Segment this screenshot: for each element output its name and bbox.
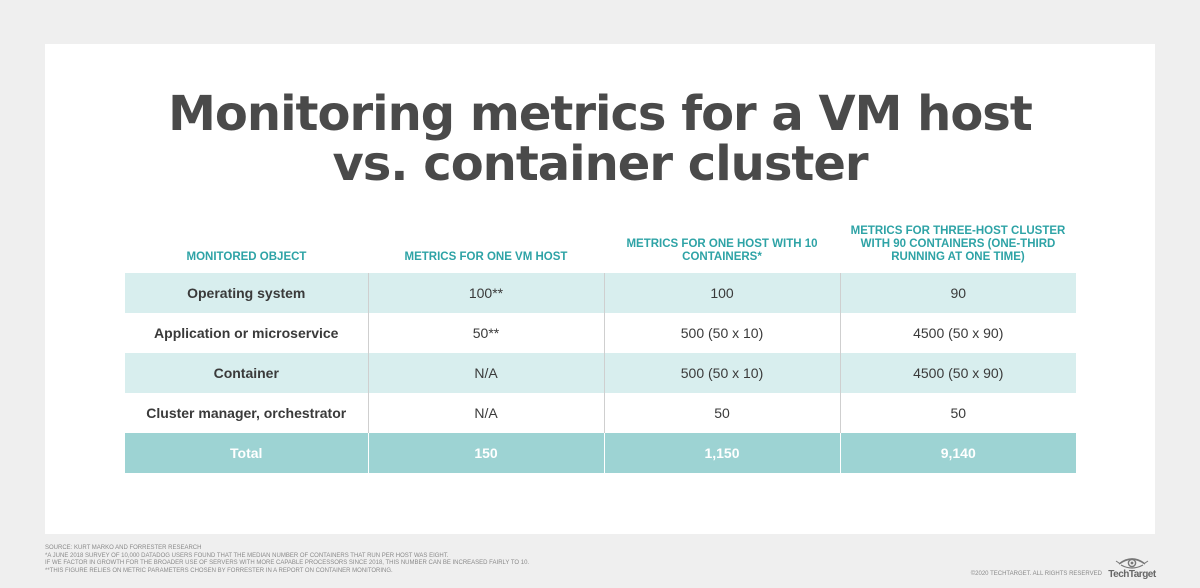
column-header: Metrics for one VM host (404, 251, 568, 263)
table-cell: 500 (50 x 10) (603, 353, 840, 393)
column-header: Metrics for one host with 10 containers* (626, 238, 818, 263)
table-cell: 4500 (50 x 90) (839, 353, 1076, 393)
table-cell: 100 (603, 273, 840, 313)
table-row: Container N/A 500 (50 x 10) 4500 (50 x 9… (125, 353, 1076, 393)
source-note: Source: Kurt Marko and Forrester Researc… (45, 545, 202, 551)
table-cell: 50 (839, 393, 1076, 433)
table-cell: 50** (367, 313, 604, 353)
table-cell: 100** (367, 273, 604, 313)
infographic-card: Monitoring metrics for a VM host vs. con… (45, 44, 1155, 534)
copyright-text: ©2020 TechTarget. All rights reserved (970, 571, 1102, 577)
column-header: Metrics for three-host cluster with 90 c… (850, 225, 1066, 263)
page-title: Monitoring metrics for a VM host vs. con… (45, 89, 1155, 189)
table-header-row: Monitored object Metrics for one VM host… (125, 209, 1076, 273)
table-cell: N/A (367, 353, 604, 393)
row-label: Operating system (125, 273, 368, 313)
total-cell: 9,140 (839, 433, 1076, 473)
total-cell: 150 (367, 433, 604, 473)
title-line-2: vs. container cluster (332, 136, 868, 192)
column-header: Monitored object (186, 251, 307, 263)
table-cell: 90 (839, 273, 1076, 313)
techtarget-logo: TechTarget (1107, 556, 1157, 580)
logo-text: TechTarget (1108, 569, 1156, 580)
title-line-1: Monitoring metrics for a VM host (168, 86, 1033, 142)
total-row: Total 150 1,150 9,140 (125, 433, 1076, 473)
table-row: Application or microservice 50** 500 (50… (125, 313, 1076, 353)
row-label: Cluster manager, orchestrator (146, 405, 347, 421)
footnote: If we factor in growth for the broader u… (45, 560, 530, 567)
table-cell: 4500 (50 x 90) (839, 313, 1076, 353)
table-row: Cluster manager, orchestrator N/A 50 50 (125, 393, 1076, 433)
table-row: Operating system 100** 100 90 (125, 273, 1076, 313)
row-label: Application or microservice (154, 325, 339, 341)
table-cell: N/A (367, 393, 604, 433)
footnote: **This figure relies on metric parameter… (45, 567, 393, 574)
footnote: *A June 2018 survey of 10,000 Datadog us… (45, 552, 449, 559)
total-label: Total (125, 433, 368, 473)
table-cell: 500 (50 x 10) (603, 313, 840, 353)
total-cell: 1,150 (603, 433, 840, 473)
metrics-table: Monitored object Metrics for one VM host… (125, 209, 1076, 473)
eye-icon (1115, 558, 1149, 569)
footnotes: Source: Kurt Marko and Forrester Researc… (45, 545, 529, 575)
row-label: Container (125, 353, 368, 393)
table-cell: 50 (603, 393, 840, 433)
